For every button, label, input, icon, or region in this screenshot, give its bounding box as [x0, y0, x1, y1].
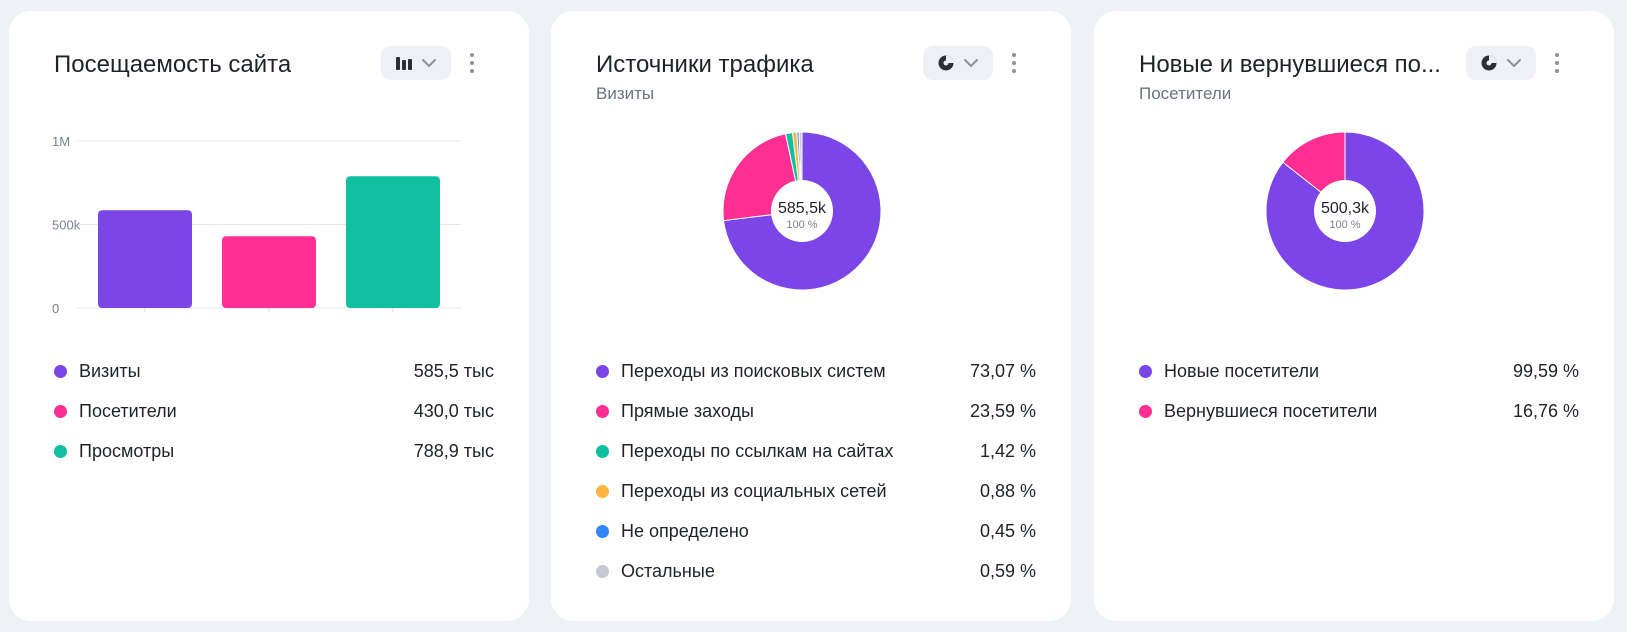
- donut-center-percent: 100 %: [786, 219, 817, 231]
- legend-label: Новые посетители: [1164, 360, 1320, 381]
- legend-item[interactable]: Просмотры 788,9 тыс: [54, 431, 494, 471]
- legend-value: 0,88 %: [979, 480, 1036, 501]
- bar-2: [222, 236, 316, 308]
- donut-chart: 585,5k 100 %: [551, 121, 1071, 331]
- card-subtitle: Визиты: [596, 84, 655, 103]
- legend-dot: [54, 404, 67, 418]
- pie-chart-icon: [938, 55, 954, 71]
- legend-value: 788,9 тыс: [413, 440, 494, 461]
- donut-center-value: 585,5k: [778, 200, 827, 217]
- legend-dot: [1139, 404, 1152, 418]
- legend-value: 99,59 %: [1512, 360, 1579, 381]
- more-menu-button[interactable]: [1005, 49, 1023, 77]
- traffic-card: Посещаемость сайта 0 500k 1M Визиты 585,5 …: [9, 11, 529, 621]
- y-tick-label: 1M: [52, 134, 70, 149]
- chevron-down-icon: [1507, 59, 1521, 67]
- legend-item[interactable]: Переходы по ссылкам на сайтах 1,42 %: [596, 431, 1036, 471]
- y-tick-label: 500k: [52, 218, 81, 233]
- dot-icon: [1012, 53, 1016, 57]
- legend-label: Прямые заходы: [621, 400, 754, 421]
- legend-dot: [54, 444, 67, 458]
- legend: Переходы из поисковых систем 73,07 % Пря…: [596, 351, 1036, 591]
- legend-dot: [1139, 364, 1152, 378]
- traffic-sources-card: Источники трафика Визиты 585,5k 100 % Пер…: [551, 11, 1071, 621]
- legend-item[interactable]: Переходы из социальных сетей 0,88 %: [596, 471, 1036, 511]
- donut-chart: 500,3k 100 %: [1094, 121, 1614, 331]
- legend-value: 585,5 тыс: [413, 360, 494, 381]
- card-subtitle: Посетители: [1139, 84, 1232, 103]
- legend-dot: [596, 564, 609, 578]
- legend: Новые посетители 99,59 % Вернувшиеся пос…: [1139, 351, 1579, 431]
- legend: Визиты 585,5 тыс Посетители 430,0 тыс Пр…: [54, 351, 494, 471]
- legend-value: 16,76 %: [1512, 400, 1579, 421]
- dot-icon: [470, 53, 474, 57]
- legend-label: Вернувшиеся посетители: [1164, 400, 1378, 421]
- bar-1: [98, 210, 192, 308]
- legend-label: Посетители: [79, 400, 177, 421]
- legend-value: 73,07 %: [969, 360, 1036, 381]
- legend-dot: [596, 404, 609, 418]
- more-menu-button[interactable]: [1548, 49, 1566, 77]
- legend-item[interactable]: Новые посетители 99,59 %: [1139, 351, 1579, 391]
- donut-chart-svg: 500,3k 100 %: [1265, 131, 1425, 291]
- more-menu-button[interactable]: [463, 49, 481, 77]
- chevron-down-icon: [422, 59, 436, 67]
- legend-dot: [596, 524, 609, 538]
- bar-chart-icon: [396, 57, 412, 70]
- card-title: Новые и вернувшиеся по...: [1139, 51, 1441, 78]
- legend-value: 0,59 %: [979, 560, 1036, 581]
- dot-icon: [1555, 69, 1559, 73]
- legend-item[interactable]: Переходы из поисковых систем 73,07 %: [596, 351, 1036, 391]
- legend-label: Остальные: [621, 560, 715, 581]
- donut-hole: [1314, 180, 1376, 242]
- legend-value: 0,45 %: [979, 520, 1036, 541]
- legend-label: Переходы из социальных сетей: [621, 480, 887, 501]
- legend-value: 430,0 тыс: [413, 400, 494, 421]
- dot-icon: [470, 61, 474, 65]
- bar-3: [346, 176, 440, 308]
- new-returning-visitors-card: Новые и вернувшиеся по... Посетители 500…: [1094, 11, 1614, 621]
- donut-hole: [771, 180, 833, 242]
- legend-item[interactable]: Остальные 0,59 %: [596, 551, 1036, 591]
- legend-value: 1,42 %: [979, 440, 1036, 461]
- legend-label: Визиты: [79, 360, 141, 381]
- legend-item[interactable]: Визиты 585,5 тыс: [54, 351, 494, 391]
- legend-item[interactable]: Вернувшиеся посетители 16,76 %: [1139, 391, 1579, 431]
- legend-value: 23,59 %: [969, 400, 1036, 421]
- legend-dot: [54, 364, 67, 378]
- card-title: Посещаемость сайта: [54, 51, 292, 78]
- dot-icon: [1012, 69, 1016, 73]
- chart-type-toggle[interactable]: [1466, 46, 1536, 80]
- card-title: Источники трафика: [596, 51, 814, 78]
- donut-center-percent: 100 %: [1329, 219, 1360, 231]
- chart-type-toggle[interactable]: [923, 46, 993, 80]
- dot-icon: [1555, 61, 1559, 65]
- chart-type-toggle[interactable]: [381, 46, 451, 80]
- bar-chart: 0 500k 1M: [9, 121, 529, 331]
- donut-center-value: 500,3k: [1321, 200, 1370, 217]
- dot-icon: [470, 69, 474, 73]
- legend-item[interactable]: Прямые заходы 23,59 %: [596, 391, 1036, 431]
- legend-dot: [596, 484, 609, 498]
- legend-label: Просмотры: [79, 440, 175, 461]
- dot-icon: [1555, 53, 1559, 57]
- legend-label: Не определено: [621, 520, 749, 541]
- legend-dot: [596, 444, 609, 458]
- dot-icon: [1012, 61, 1016, 65]
- chevron-down-icon: [964, 59, 978, 67]
- legend-item[interactable]: Посетители 430,0 тыс: [54, 391, 494, 431]
- donut-chart-svg: 585,5k 100 %: [722, 131, 882, 291]
- legend-item[interactable]: Не определено 0,45 %: [596, 511, 1036, 551]
- legend-label: Переходы по ссылкам на сайтах: [621, 440, 894, 461]
- legend-label: Переходы из поисковых систем: [621, 360, 886, 381]
- bar-chart-svg: 0 500k 1M: [52, 134, 461, 316]
- y-tick-label: 0: [52, 301, 59, 316]
- legend-dot: [596, 364, 609, 378]
- pie-chart-icon: [1481, 55, 1497, 71]
